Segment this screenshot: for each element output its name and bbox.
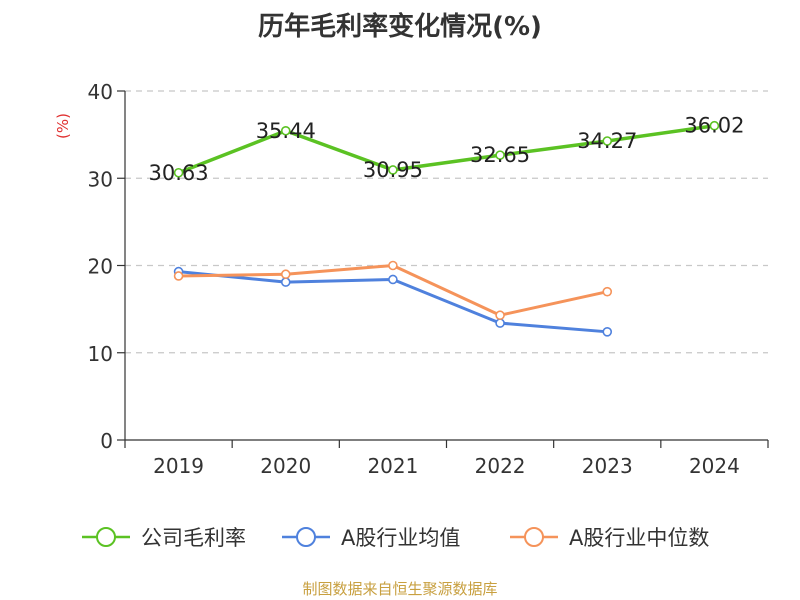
data-point (495, 150, 505, 160)
y-tick-label: 0 (100, 429, 113, 453)
data-point (388, 274, 398, 285)
y-tick-label: 40 (88, 80, 113, 104)
legend-label: 公司毛利率 (141, 526, 246, 550)
data-point (173, 167, 184, 178)
data-point (280, 277, 291, 287)
data-point (388, 165, 398, 175)
data-point (602, 286, 613, 297)
x-tick-label: 2022 (475, 454, 526, 478)
x-tick-label: 2019 (153, 454, 204, 478)
series-line (178, 264, 608, 317)
y-axis-label: (%) (54, 113, 72, 139)
data-point (280, 269, 291, 280)
chart-title: 历年毛利率变化情况(%) (258, 12, 542, 42)
legend-swatch-marker (96, 527, 116, 547)
legend-swatch-marker (296, 527, 316, 547)
y-tick-label: 30 (88, 167, 113, 191)
data-label: 30.95 (363, 158, 423, 182)
x-tick-label: 2021 (367, 454, 418, 478)
y-tick-label: 20 (88, 255, 113, 279)
data-label: 35.44 (256, 119, 316, 143)
source-note: 制图数据来自恒生聚源数据库 (302, 580, 498, 598)
data-label: 36.02 (684, 114, 744, 138)
data-point (280, 125, 291, 136)
data-point (495, 310, 505, 321)
data-point (602, 327, 613, 337)
x-tick-label: 2020 (260, 454, 311, 478)
data-point (173, 271, 184, 281)
x-tick-label: 2024 (689, 454, 740, 478)
data-point (495, 318, 505, 328)
data-label: 30.63 (149, 161, 209, 185)
legend-swatch-marker (524, 527, 544, 547)
legend-label: A股行业均值 (341, 526, 460, 550)
data-point (709, 120, 720, 131)
data-label: 34.27 (577, 129, 637, 153)
x-tick-label: 2023 (582, 454, 633, 478)
data-point (388, 260, 398, 271)
legend-label: A股行业中位数 (569, 526, 709, 550)
data-point (602, 136, 613, 146)
series-line (177, 123, 715, 175)
data-label: 32.65 (470, 143, 530, 167)
y-tick-label: 10 (88, 342, 113, 366)
